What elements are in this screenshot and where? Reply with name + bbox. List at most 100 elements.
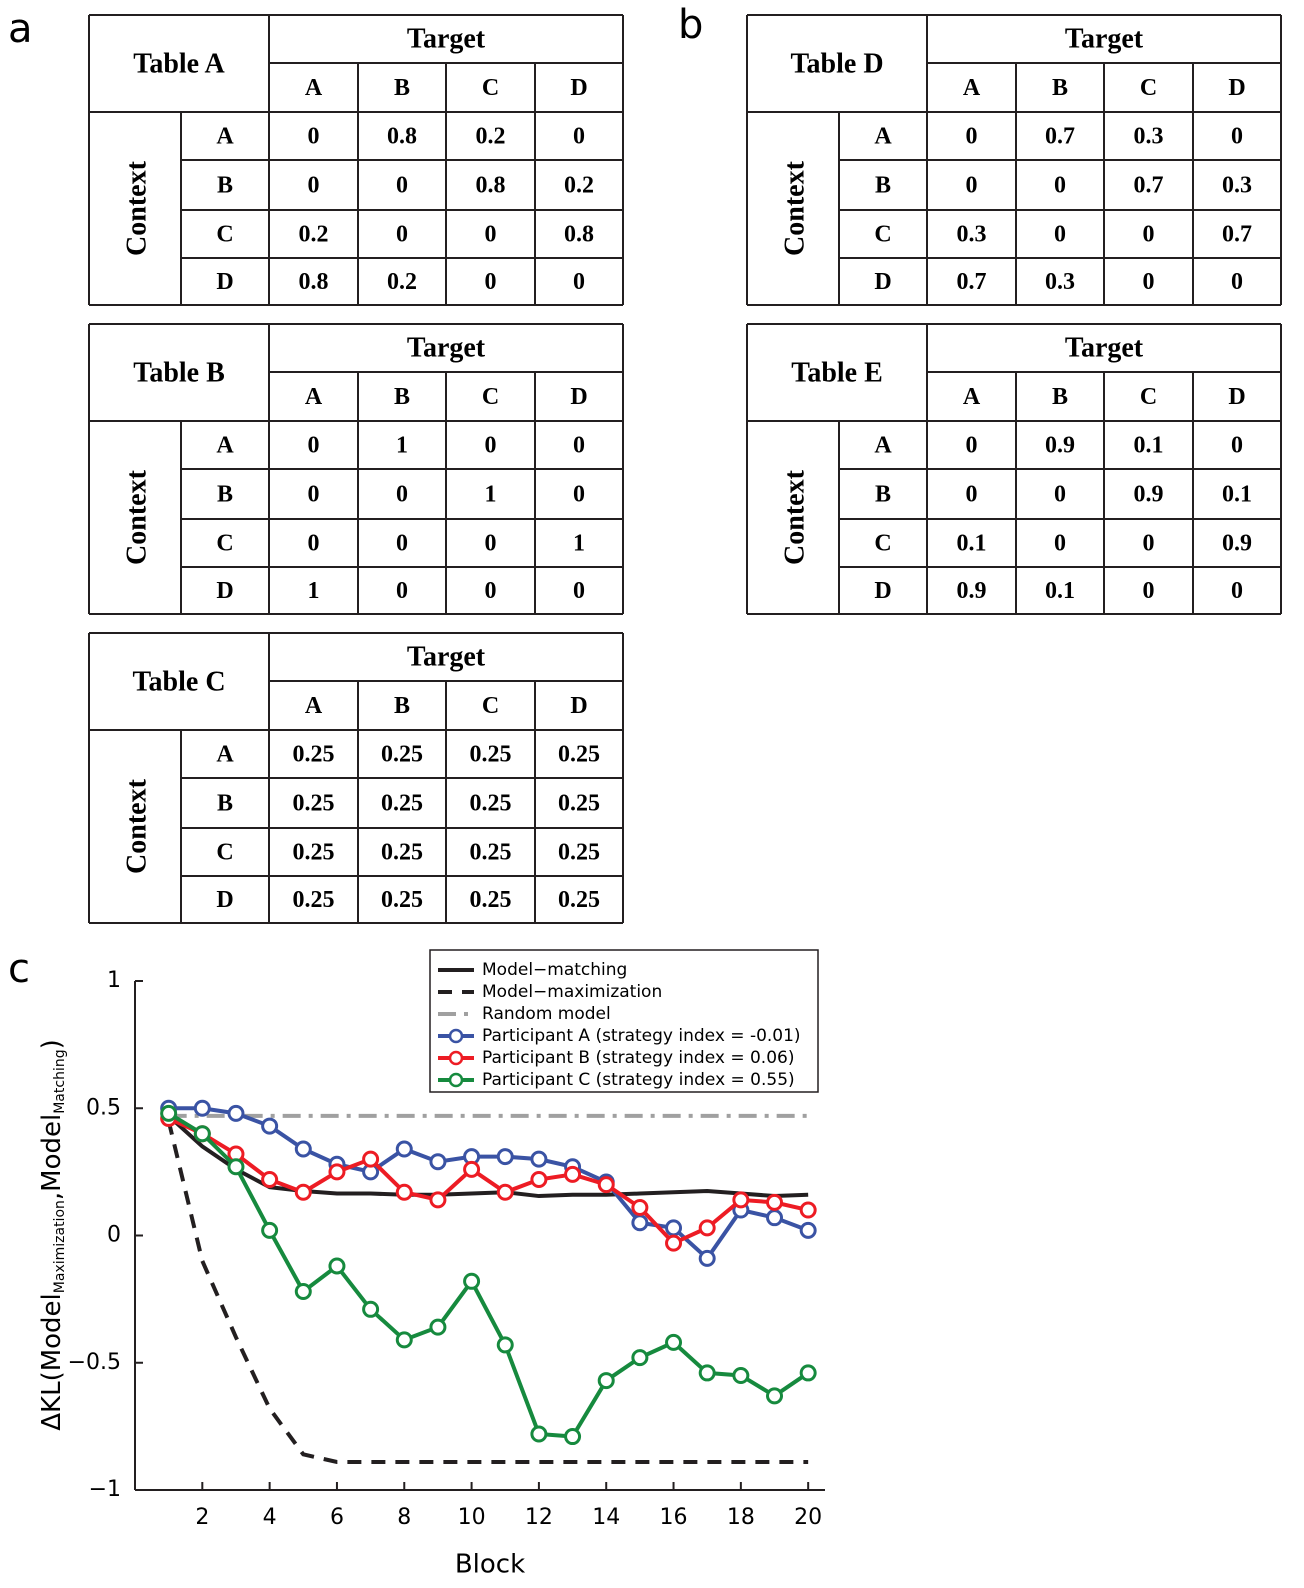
table-cell: 0.7 <box>1134 173 1164 199</box>
table-cell: 1 <box>485 482 497 508</box>
column-label: D <box>570 75 587 101</box>
series-marker <box>193 1125 211 1143</box>
y-axis-label: ΔKL(ModelMaximization,ModelMatching) <box>37 1039 69 1431</box>
table-cell: 0.3 <box>1134 124 1164 150</box>
series-marker <box>698 1364 716 1382</box>
row-label: A <box>874 124 892 150</box>
column-label: A <box>305 693 323 719</box>
row-label: B <box>217 791 233 817</box>
row-header: Context <box>779 160 810 256</box>
table-cell: 0 <box>573 482 585 508</box>
series-marker <box>429 1318 447 1336</box>
table-cell: 0 <box>308 482 320 508</box>
row-label: C <box>216 840 233 866</box>
table-cell: 0.25 <box>381 840 423 866</box>
series-marker <box>395 1183 413 1201</box>
x-tick-label: 4 <box>263 1505 277 1530</box>
table-cell: 0 <box>1143 578 1155 604</box>
table-cell: 0.2 <box>387 269 417 295</box>
column-label: A <box>963 384 981 410</box>
series-marker <box>328 1163 346 1181</box>
series-marker <box>362 1300 380 1318</box>
series-marker <box>530 1425 548 1443</box>
series-marker <box>631 1199 649 1217</box>
table-cell: 0 <box>396 482 408 508</box>
table-cell: 0 <box>396 531 408 557</box>
series-marker <box>463 1160 481 1178</box>
table-cell: 0 <box>966 433 978 459</box>
table-cell: 0.1 <box>1222 482 1252 508</box>
table-cell: 0.1 <box>1045 578 1075 604</box>
table-cell: 0 <box>1231 124 1243 150</box>
y-axis-label-part: Matching <box>52 1049 68 1113</box>
table-cell: 0 <box>485 578 497 604</box>
row-label: D <box>874 578 891 604</box>
row-label: B <box>875 173 891 199</box>
series-marker <box>395 1140 413 1158</box>
y-axis-label-part: ,Model <box>37 1114 67 1200</box>
column-label: C <box>1140 75 1157 101</box>
column-label: A <box>963 75 981 101</box>
table-cell: 0 <box>1054 531 1066 557</box>
column-label: C <box>482 75 499 101</box>
table-cell: 0 <box>1143 269 1155 295</box>
series-marker <box>564 1428 582 1446</box>
y-tick-label: 0 <box>107 1223 121 1248</box>
table-cell: 0 <box>308 173 320 199</box>
table-cell: 0 <box>396 578 408 604</box>
y-tick-label: 1 <box>107 968 121 993</box>
legend-label: Model−maximization <box>482 982 662 1002</box>
row-header: Context <box>779 469 810 565</box>
table-cell: 0.25 <box>293 887 335 913</box>
series-marker <box>261 1117 279 1135</box>
series-marker <box>698 1249 716 1267</box>
series-marker <box>294 1183 312 1201</box>
row-label: D <box>216 887 233 913</box>
y-tick-label: −1 <box>89 1477 121 1502</box>
series-marker <box>261 1221 279 1239</box>
table-cell: 0.1 <box>957 531 987 557</box>
table-cell: 0.25 <box>293 791 335 817</box>
series-marker <box>362 1150 380 1168</box>
row-label: A <box>874 433 892 459</box>
table-cell: 0 <box>966 173 978 199</box>
table-cell: 0.7 <box>957 269 987 295</box>
series-line <box>166 1120 809 1465</box>
table-cell: 0.8 <box>476 173 506 199</box>
series-marker <box>799 1201 817 1219</box>
table-cell: 0.3 <box>1045 269 1075 295</box>
series-marker <box>597 1176 615 1194</box>
series-marker <box>395 1331 413 1349</box>
column-header: Target <box>1065 23 1144 54</box>
x-tick-label: 2 <box>195 1505 209 1530</box>
panel-label: a <box>8 6 33 52</box>
table-cell: 0.3 <box>1222 173 1252 199</box>
y-tick-label: 0.5 <box>86 1095 121 1120</box>
row-label: B <box>217 482 233 508</box>
column-header: Target <box>407 641 486 672</box>
table-cell: 0.25 <box>558 791 600 817</box>
series-line <box>167 1114 809 1199</box>
column-label: D <box>570 384 587 410</box>
table-title: Table E <box>791 357 883 388</box>
column-label: D <box>570 693 587 719</box>
table-cell: 0 <box>966 124 978 150</box>
legend-label: Participant B (strategy index = 0.06) <box>482 1048 794 1068</box>
legend-marker <box>448 1072 464 1088</box>
row-label: C <box>216 222 233 248</box>
column-label: D <box>1228 75 1245 101</box>
table-cell: 0 <box>485 269 497 295</box>
table-cell: 0 <box>308 531 320 557</box>
table-cell: 0.9 <box>1134 482 1164 508</box>
table-cell: 0.25 <box>293 742 335 768</box>
column-label: B <box>394 693 410 719</box>
row-header: Context <box>121 469 152 565</box>
table-cell: 0.3 <box>957 222 987 248</box>
y-axis-label-part: Maximization <box>52 1200 68 1293</box>
series-marker <box>732 1366 750 1384</box>
table-cell: 0.8 <box>387 124 417 150</box>
table-cell: 0 <box>485 222 497 248</box>
column-label: B <box>394 384 410 410</box>
